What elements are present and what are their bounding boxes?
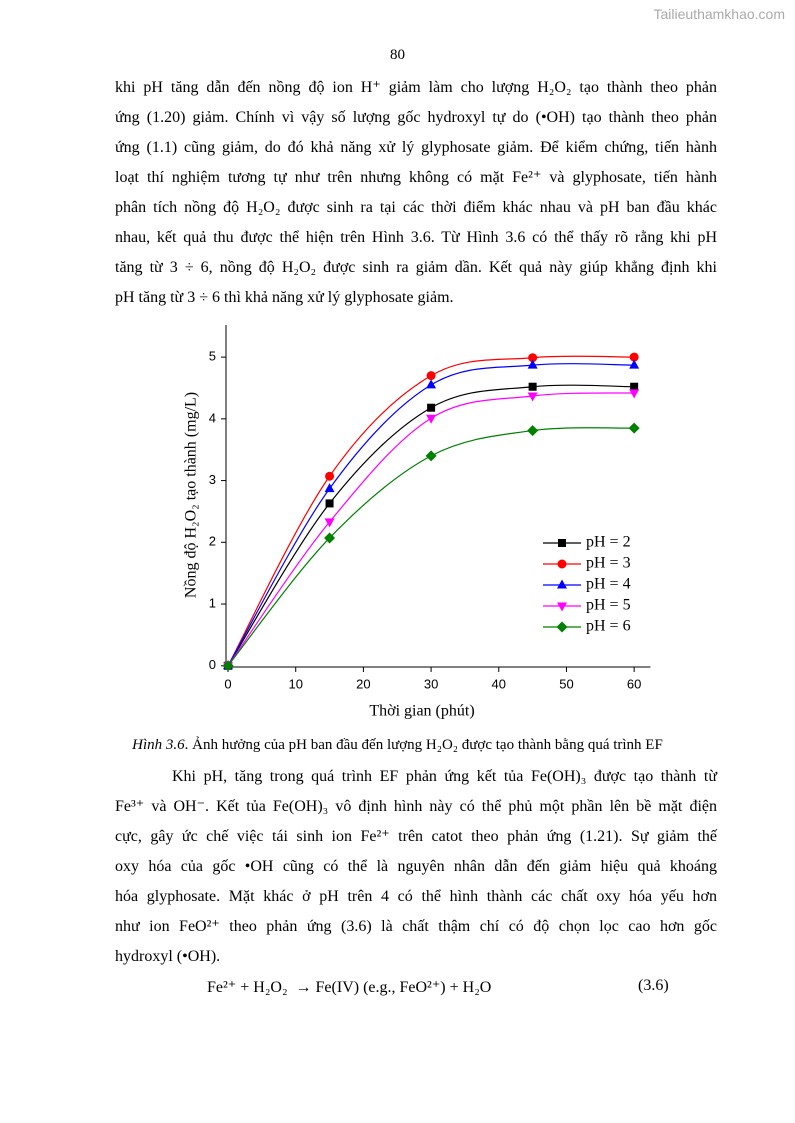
text-line: khi pH tăng dẫn đến nồng độ ion H⁺ giảm … bbox=[115, 79, 717, 96]
legend-label: pH = 3 bbox=[586, 555, 631, 572]
text-line: như ion FeO²⁺ theo phản ứng (3.6) là chấ… bbox=[115, 918, 717, 935]
series-line bbox=[227, 427, 635, 667]
marker bbox=[324, 483, 335, 493]
marker bbox=[557, 559, 567, 569]
page-number: 80 bbox=[390, 47, 405, 63]
text-line: oxy hóa của gốc •OH cũng có thể là nguyê… bbox=[115, 858, 717, 875]
marker bbox=[528, 382, 537, 391]
series-line bbox=[227, 384, 635, 667]
marker bbox=[527, 425, 539, 437]
text-line: cực, gây ức chế việc tái sinh ion Fe²⁺ t… bbox=[115, 828, 717, 845]
marker bbox=[629, 359, 640, 369]
marker bbox=[629, 352, 639, 362]
marker bbox=[426, 414, 437, 424]
y-tick-label: 5 bbox=[209, 349, 216, 364]
text-line: hóa glyphosate. Mặt khác ở pH trên 4 có … bbox=[115, 888, 717, 905]
y-tick-label: 3 bbox=[209, 472, 216, 487]
text-line: nhau, kết quả thu được thể hiện trên Hìn… bbox=[115, 229, 717, 246]
text-line: ứng (1.1) cũng giảm, do đó khả năng xử l… bbox=[115, 139, 717, 156]
series-line bbox=[227, 355, 635, 667]
series-line bbox=[227, 392, 635, 667]
text-line: ứng (1.20) giảm. Chính vì vậy số lượng g… bbox=[115, 109, 717, 126]
x-tick-label: 30 bbox=[424, 676, 438, 691]
marker bbox=[427, 403, 436, 412]
chart: Thời gian (phút) Nồng độ H₂O₂ tạo thành … bbox=[183, 325, 651, 720]
y-axis-title: Nồng độ H₂O₂ tạo thành (mg/L) bbox=[183, 392, 200, 598]
legend-label: pH = 2 bbox=[586, 534, 631, 551]
marker bbox=[222, 660, 234, 672]
marker bbox=[426, 379, 437, 389]
x-tick-label: 20 bbox=[356, 676, 370, 691]
marker bbox=[527, 392, 538, 402]
marker bbox=[629, 389, 640, 399]
marker bbox=[324, 532, 336, 544]
marker bbox=[556, 621, 568, 633]
equation-number: (3.6) bbox=[638, 977, 669, 994]
marker bbox=[325, 499, 334, 508]
legend-label: pH = 6 bbox=[586, 618, 631, 635]
series-line bbox=[227, 363, 635, 667]
marker bbox=[628, 422, 640, 434]
caption-label: Hình 3.6 bbox=[132, 737, 185, 753]
marker bbox=[557, 602, 567, 612]
x-tick-label: 10 bbox=[288, 676, 302, 691]
legend-label: pH = 4 bbox=[586, 576, 631, 593]
marker bbox=[630, 382, 639, 391]
y-tick-label: 2 bbox=[209, 534, 216, 549]
watermark: Tailieuthamkhao.com bbox=[653, 6, 785, 22]
text-line: hydroxyl (•OH). bbox=[115, 948, 221, 965]
caption-text: . Ảnh hưởng của pH ban đầu đến lượng H₂O… bbox=[184, 737, 663, 753]
text-line: loạt thí nghiệm tương tự như trên nhưng … bbox=[115, 169, 717, 186]
equation: Fe²⁺ + H₂O₂ → Fe(IV) (e.g., FeO²⁺) + H₂O bbox=[207, 979, 492, 996]
marker bbox=[528, 353, 538, 363]
text-line: pH tăng từ 3 ÷ 6 thì khả năng xử lý glyp… bbox=[115, 289, 454, 306]
text-line: phân tích nồng độ H₂O₂ được sinh ra tại … bbox=[115, 199, 717, 216]
caption: Hình 3.6. Ảnh hưởng của pH ban đầu đến l… bbox=[0, 737, 795, 754]
marker bbox=[557, 579, 567, 589]
y-tick-label: 1 bbox=[209, 595, 216, 610]
text-line: tăng từ 3 ÷ 6, nồng độ H₂O₂ được sinh ra… bbox=[115, 259, 717, 276]
x-tick-label: 0 bbox=[224, 676, 231, 691]
y-tick-label: 0 bbox=[209, 657, 216, 672]
text-line: Fe³⁺ và OH⁻. Kết tủa Fe(OH)₃ vô định hìn… bbox=[115, 798, 717, 815]
marker bbox=[425, 450, 437, 462]
marker bbox=[426, 371, 436, 381]
marker bbox=[324, 518, 335, 528]
x-tick-label: 40 bbox=[492, 676, 506, 691]
x-axis-title: Thời gian (phút) bbox=[369, 703, 474, 720]
x-tick-label: 50 bbox=[559, 676, 573, 691]
marker bbox=[527, 359, 538, 369]
marker bbox=[558, 539, 566, 547]
x-tick-label: 60 bbox=[627, 676, 641, 691]
text-line: Khi pH, tăng trong quá trình EF phản ứng… bbox=[172, 768, 717, 785]
y-tick-label: 4 bbox=[209, 410, 216, 425]
legend-label: pH = 5 bbox=[586, 597, 631, 614]
marker bbox=[325, 471, 335, 481]
